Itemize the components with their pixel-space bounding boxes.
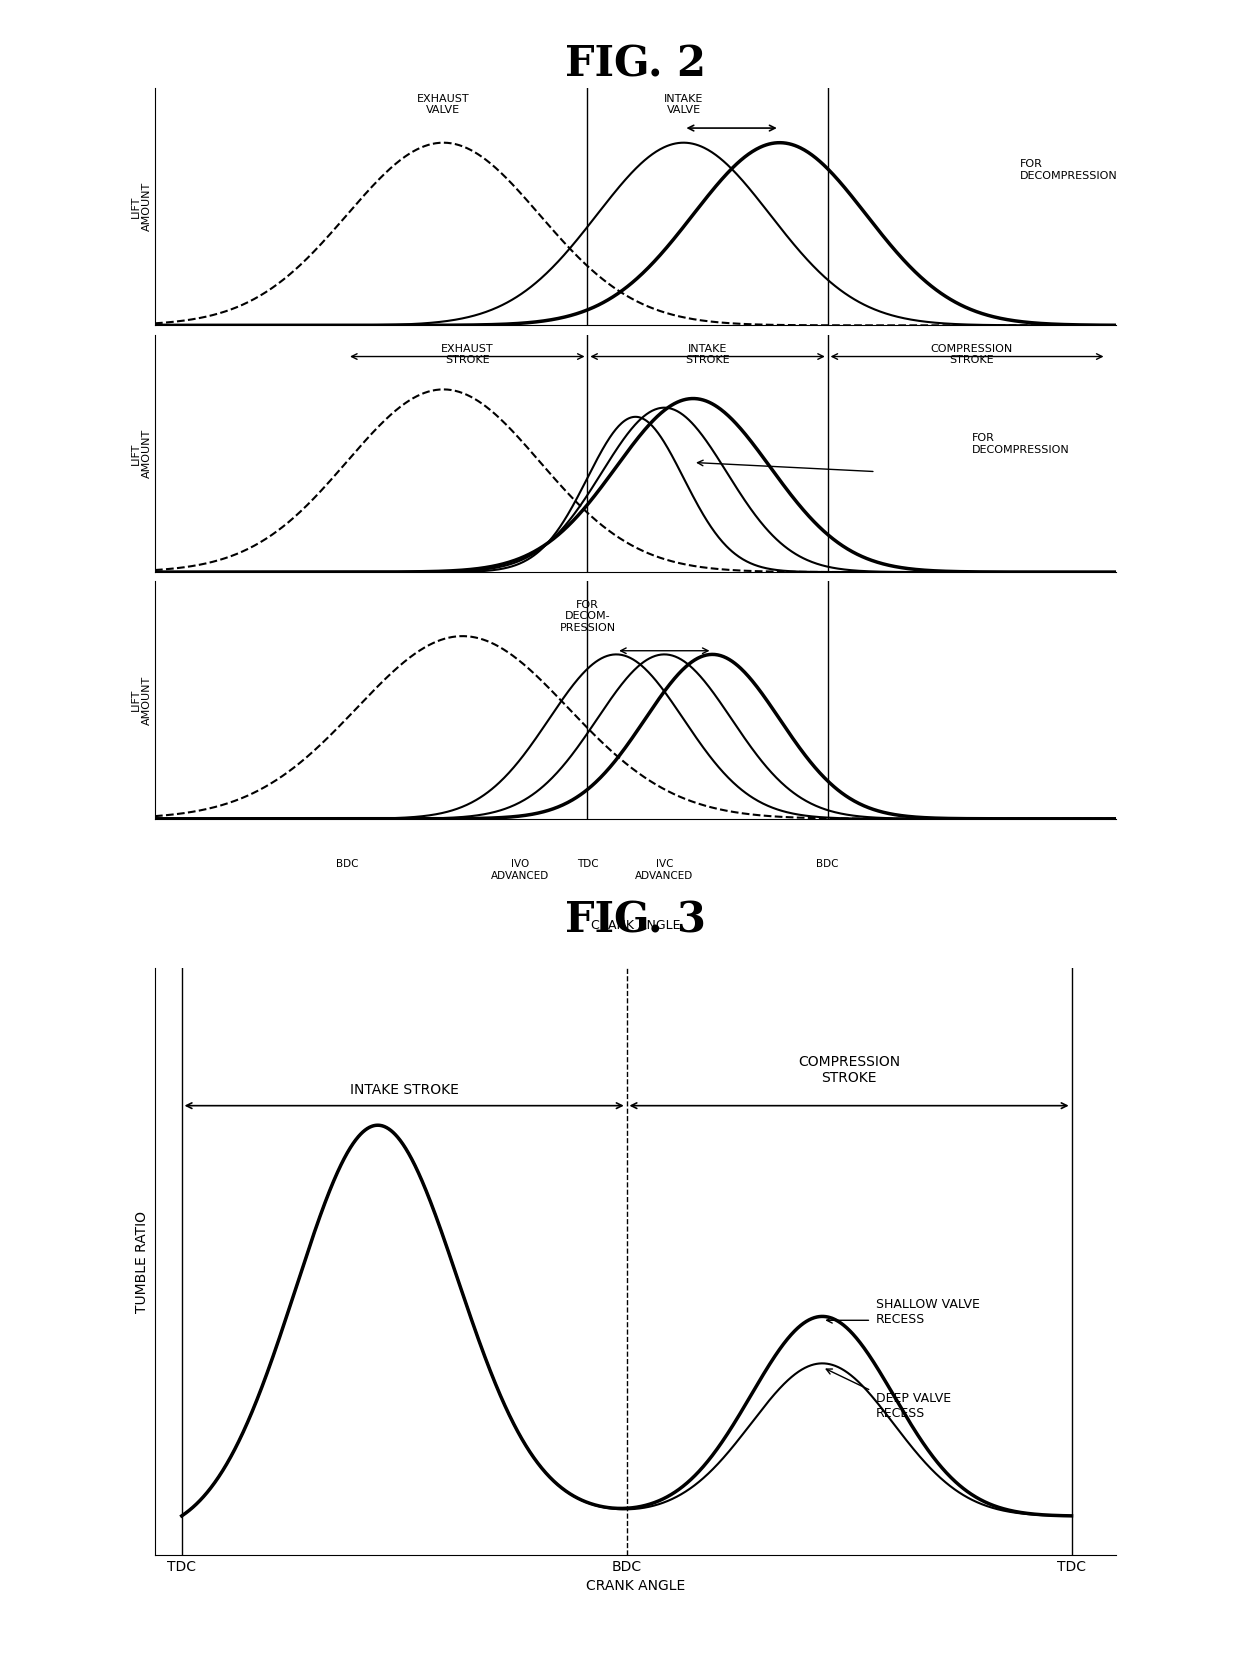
Text: INTAKE
VALVE: INTAKE VALVE	[663, 94, 703, 115]
Text: INTAKE
STROKE: INTAKE STROKE	[686, 344, 730, 366]
Text: TDC: TDC	[577, 859, 598, 869]
X-axis label: CRANK ANGLE: CRANK ANGLE	[585, 1579, 686, 1594]
Text: FIG. 2: FIG. 2	[565, 43, 706, 85]
Text: BDC: BDC	[336, 859, 358, 869]
Text: FOR
DECOM-
PRESSION: FOR DECOM- PRESSION	[559, 600, 615, 633]
Text: IVO
ADVANCED: IVO ADVANCED	[491, 859, 549, 881]
Text: IVC
ADVANCED: IVC ADVANCED	[635, 859, 693, 881]
Text: SHALLOW VALVE
RECESS: SHALLOW VALVE RECESS	[875, 1298, 980, 1327]
Text: FOR
DECOMPRESSION: FOR DECOMPRESSION	[1021, 159, 1117, 180]
Y-axis label: LIFT
AMOUNT: LIFT AMOUNT	[130, 429, 153, 478]
Y-axis label: LIFT
AMOUNT: LIFT AMOUNT	[130, 675, 153, 725]
Text: BDC: BDC	[816, 859, 839, 869]
Text: CRANK ANGLE: CRANK ANGLE	[590, 919, 681, 932]
Text: EXHAUST
VALVE: EXHAUST VALVE	[417, 94, 470, 115]
Text: COMPRESSION
STROKE: COMPRESSION STROKE	[931, 344, 1013, 366]
Y-axis label: TUMBLE RATIO: TUMBLE RATIO	[135, 1210, 150, 1313]
Y-axis label: LIFT
AMOUNT: LIFT AMOUNT	[130, 182, 153, 231]
Text: INTAKE STROKE: INTAKE STROKE	[350, 1083, 459, 1098]
Text: COMPRESSION
STROKE: COMPRESSION STROKE	[799, 1054, 900, 1084]
Text: FOR
DECOMPRESSION: FOR DECOMPRESSION	[972, 433, 1070, 455]
Text: EXHAUST
STROKE: EXHAUST STROKE	[441, 344, 494, 366]
Text: FIG. 3: FIG. 3	[565, 901, 706, 942]
Text: DEEP VALVE
RECESS: DEEP VALVE RECESS	[875, 1392, 951, 1420]
